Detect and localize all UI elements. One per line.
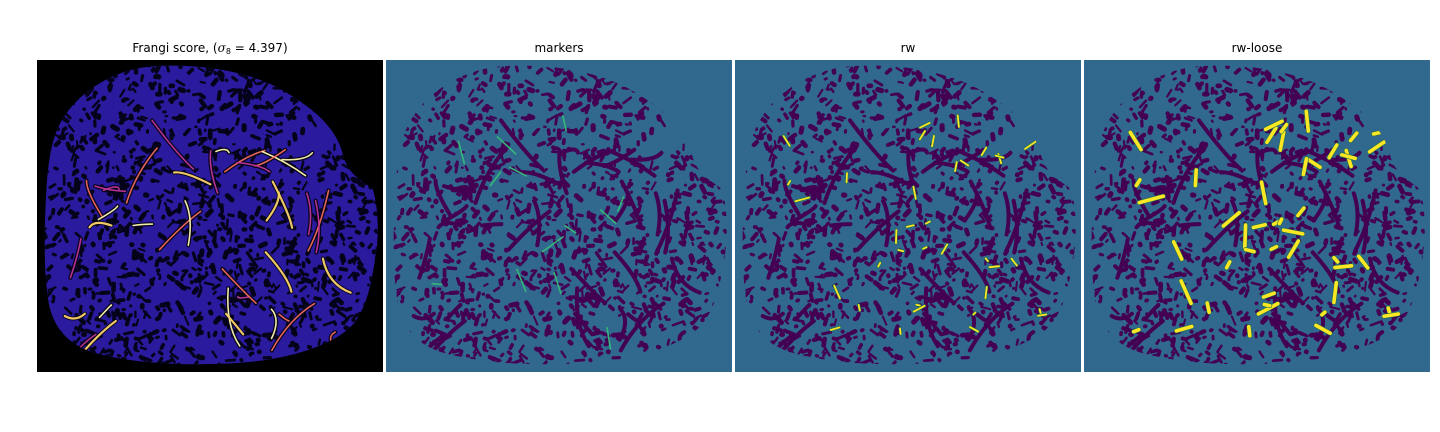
- rw-svg: [735, 60, 1081, 372]
- panel-title-frangi: Frangi score, (σ8 = 4.397): [37, 41, 383, 57]
- rw-image: [735, 60, 1081, 372]
- title-prefix: Frangi score, (: [132, 41, 218, 55]
- sigma-symbol: σ: [217, 41, 226, 55]
- rw-loose-image: [1084, 60, 1430, 372]
- rw-loose-svg: [1084, 60, 1430, 372]
- markers-image: [386, 60, 732, 372]
- panel-title-rw: rw: [900, 41, 916, 55]
- panel-title-rw-loose: rw-loose: [1231, 41, 1283, 55]
- markers-svg: [386, 60, 732, 372]
- sigma-subscript: 8: [225, 47, 231, 56]
- frangi-score-image: [37, 60, 383, 372]
- panel-title-markers: markers: [534, 41, 584, 55]
- title-suffix: = 4.397): [230, 41, 288, 55]
- frangi-svg: [37, 60, 383, 372]
